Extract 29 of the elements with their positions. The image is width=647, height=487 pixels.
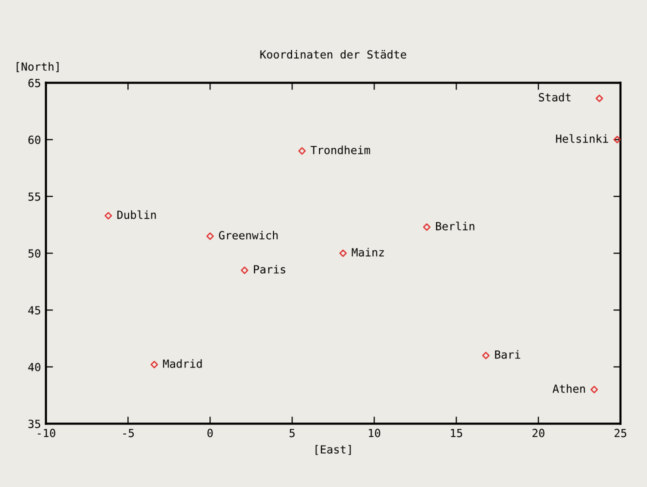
y-tick-label: 55 bbox=[28, 192, 40, 201]
annotation: Bari bbox=[495, 350, 520, 359]
annotation: Mainz bbox=[352, 248, 384, 256]
annotation: Athen bbox=[552, 384, 585, 393]
y-tick-label: 65 bbox=[28, 78, 40, 88]
annotation: Dublin bbox=[117, 210, 156, 219]
y-tick-label: 45 bbox=[28, 306, 40, 314]
annotation: Greenwich bbox=[218, 230, 278, 240]
legend-label: Stadt bbox=[538, 92, 570, 102]
y-tick-label: 35 bbox=[28, 420, 40, 428]
x-tick-label: 15 bbox=[450, 428, 462, 438]
x-tick-label: 10 bbox=[368, 428, 380, 438]
chart-title: Koordinaten der Städte bbox=[260, 50, 406, 59]
x-tick-label: 5 bbox=[290, 428, 295, 438]
y-tick-label: 40 bbox=[28, 362, 40, 372]
y-tick-label: 60 bbox=[28, 136, 40, 144]
x-tick-label: 20 bbox=[532, 428, 544, 438]
x-axis-title: [East] bbox=[316, 444, 351, 455]
x-tick-label: 0 bbox=[207, 428, 213, 438]
annotation: Helsinki bbox=[556, 134, 608, 143]
annotation: Trondheim bbox=[310, 146, 370, 154]
annotation: Madrid bbox=[163, 359, 202, 368]
y-tick-label: 50 bbox=[28, 249, 40, 258]
y-axis-title: [North] bbox=[16, 62, 59, 72]
x-tick-label: 25 bbox=[614, 428, 626, 438]
x-tick-label: -5 bbox=[123, 428, 134, 438]
x-tick-label: -10 bbox=[38, 428, 56, 438]
annotation: Paris bbox=[254, 264, 286, 274]
annotation: Berlin bbox=[436, 222, 474, 230]
